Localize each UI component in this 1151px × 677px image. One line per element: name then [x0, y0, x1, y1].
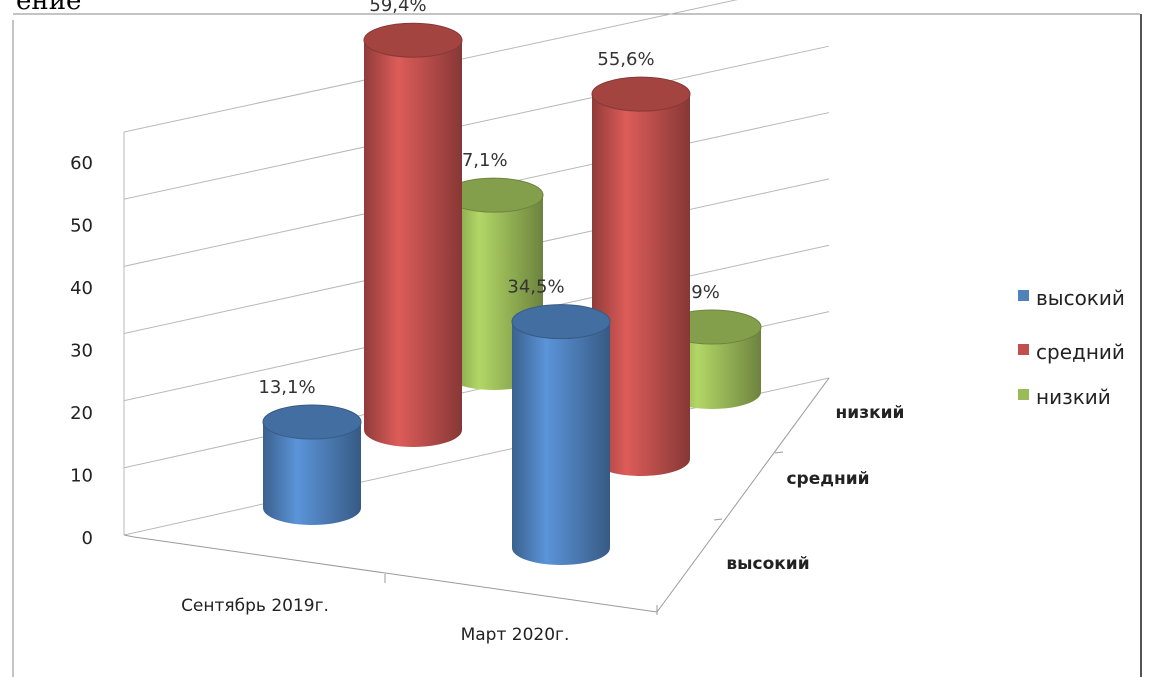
legend-swatch [1018, 389, 1029, 400]
bar-top [511, 304, 611, 340]
bar-body [263, 422, 361, 525]
legend-label: низкий [1036, 385, 1111, 409]
bar: 59,4% [363, 0, 463, 447]
y-tick-label: 30 [70, 341, 93, 362]
bar-body [364, 40, 462, 447]
gridline [123, 45, 830, 200]
y-tick-label: 20 [70, 403, 93, 424]
legend: высокий средний низкий [1018, 286, 1125, 409]
depth-axis-label: низкий [836, 403, 905, 423]
bar-body [592, 94, 690, 476]
category-axis-line [133, 536, 658, 613]
bar-top [262, 404, 362, 440]
bar: 13,1% [258, 377, 362, 525]
floor-edge [123, 534, 135, 538]
y-tick-label: 60 [70, 153, 93, 174]
bar-top [363, 22, 463, 58]
header-fragment: ение [16, 0, 82, 16]
bar: 55,6% [591, 49, 691, 476]
y-tick-label: 50 [70, 216, 93, 237]
bar: 34,5% [507, 277, 611, 565]
bar-top [591, 76, 691, 112]
depth-axis-label: высокий [726, 554, 809, 574]
gridline [123, 0, 738, 133]
y-tick-label: 40 [70, 278, 93, 299]
y-tick-label: 0 [82, 528, 93, 549]
depth-axis-line [656, 377, 830, 613]
legend-swatch [1018, 344, 1029, 355]
legend-label: высокий [1036, 286, 1125, 310]
category-label: Март 2020г. [461, 625, 570, 645]
bars-layer: 27,1%9,9%59,4%55,6%13,1%34,5% [258, 0, 762, 565]
data-label: 13,1% [258, 377, 315, 398]
data-label: 34,5% [507, 277, 564, 298]
bar-body [512, 321, 610, 565]
legend-label: средний [1036, 340, 1125, 364]
y-tick-label: 10 [70, 466, 93, 487]
data-label: 27,1% [450, 150, 507, 171]
axis-layer: 0 10 20 30 40 50 60 Сентябрь 2019г. Март 2020г. в… [70, 153, 904, 645]
axis-tick [713, 518, 723, 521]
data-label: 55,6% [597, 49, 654, 70]
axis-tick [774, 451, 784, 454]
depth-axis-label: средний [786, 469, 869, 489]
category-label: Сентябрь 2019г. [181, 596, 329, 616]
data-label: 59,4% [369, 0, 426, 16]
legend-swatch [1018, 290, 1029, 301]
